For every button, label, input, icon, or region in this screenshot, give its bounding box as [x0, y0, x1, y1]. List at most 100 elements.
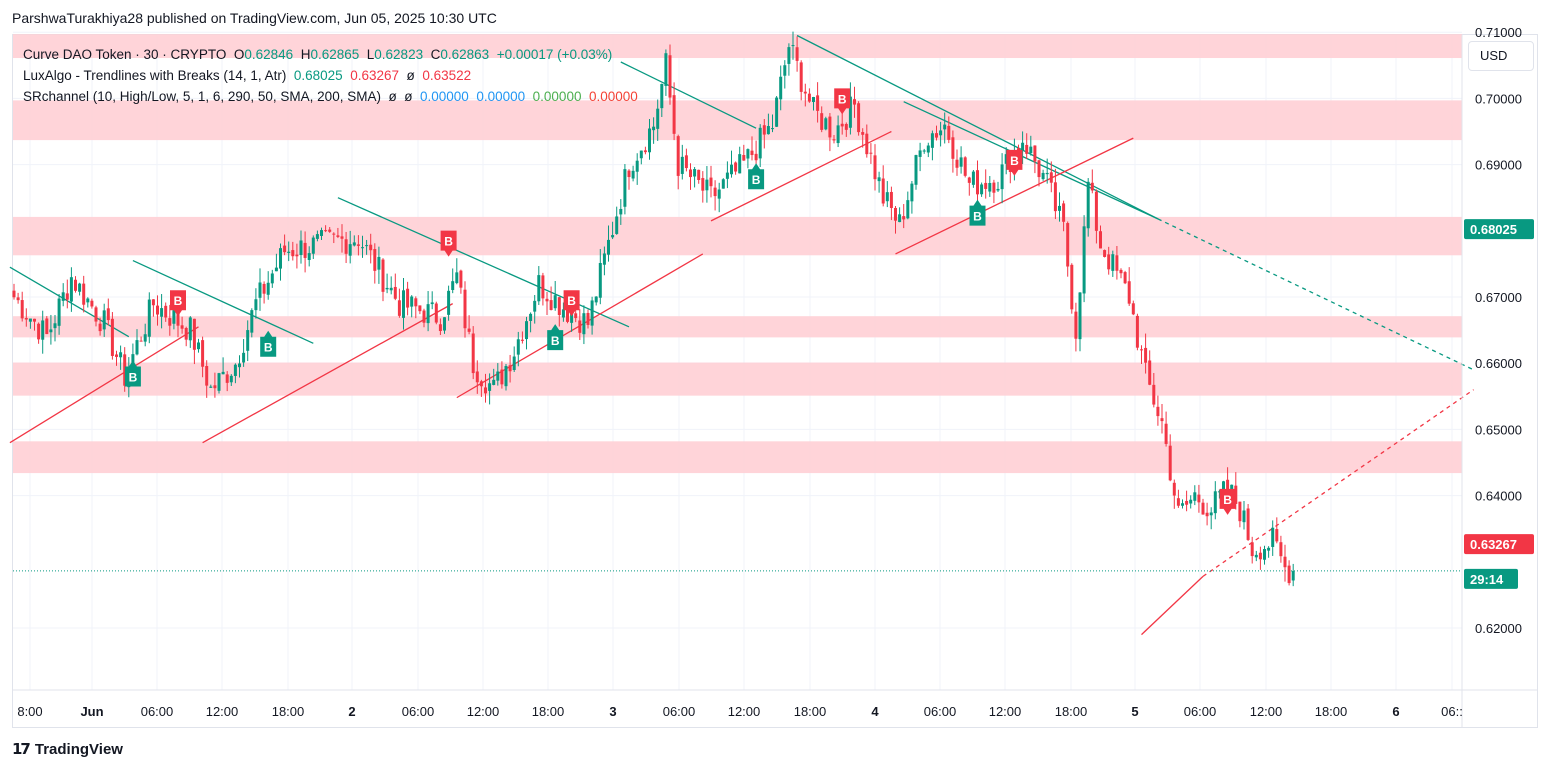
- candle-body: [377, 256, 381, 270]
- candle-body: [188, 317, 192, 341]
- candle-body: [69, 277, 73, 302]
- candle-body: [1213, 491, 1217, 514]
- price-badge-text: 29:14: [1470, 572, 1504, 587]
- candle-body: [1258, 552, 1262, 560]
- legend-luxalgo-row[interactable]: LuxAlgo - Trendlines with Breaks (14, 1,…: [23, 65, 638, 86]
- candle-body: [1131, 303, 1135, 315]
- candle-body: [37, 323, 41, 340]
- candle-body: [1283, 556, 1287, 568]
- candle-body: [213, 385, 217, 389]
- candle-body: [910, 183, 914, 202]
- candle-body: [898, 214, 902, 223]
- candle-body: [65, 293, 69, 300]
- candle-body: [504, 366, 508, 387]
- signal-text: B: [444, 235, 453, 249]
- symbol-name[interactable]: Curve DAO Token · 30 · CRYPTO: [23, 47, 227, 62]
- x-tick-label: 8:00: [17, 704, 42, 719]
- candle-body: [783, 65, 787, 76]
- candle-body: [209, 386, 213, 388]
- candle-body: [623, 169, 627, 207]
- candle-body: [1172, 482, 1176, 496]
- candle-body: [484, 387, 487, 394]
- candle-body: [1029, 146, 1033, 154]
- srchannel-indicator-name[interactable]: SRchannel (10, High/Low, 5, 1, 6, 290, 5…: [23, 89, 381, 104]
- candle-body: [836, 125, 840, 144]
- candle-body: [434, 303, 438, 323]
- candle-body: [496, 371, 500, 381]
- x-tick-label: 18:00: [1055, 704, 1088, 719]
- candle-body: [586, 312, 590, 325]
- sr-zone: [13, 34, 1462, 59]
- x-tick-label: 06:00: [402, 704, 435, 719]
- price-badge-text: 0.68025: [1470, 222, 1517, 237]
- candle-body: [12, 290, 16, 298]
- candle-body: [721, 179, 725, 189]
- legend-srchannel-row[interactable]: SRchannel (10, High/Low, 5, 1, 6, 290, 5…: [23, 86, 638, 107]
- candle-body: [24, 317, 28, 320]
- candle-body: [348, 244, 352, 256]
- candle-body: [320, 230, 323, 236]
- candle-body: [266, 282, 270, 295]
- tradingview-logo-icon: 17: [12, 740, 31, 758]
- luxalgo-indicator-name[interactable]: LuxAlgo - Trendlines with Breaks (14, 1,…: [23, 68, 287, 83]
- candle-body: [192, 318, 196, 350]
- candle-body: [1062, 203, 1066, 222]
- candle-body: [512, 356, 516, 370]
- candle-body: [820, 113, 824, 130]
- candle-body: [853, 99, 856, 105]
- trendline-up: [9, 326, 199, 444]
- srchannel-value-1: 0.00000: [420, 89, 469, 104]
- candle-body: [725, 172, 729, 179]
- candle-body: [315, 234, 319, 239]
- candle-body: [459, 270, 463, 288]
- candle-body: [246, 330, 250, 351]
- tradingview-footer[interactable]: 17 TradingView: [12, 740, 123, 758]
- candle-body: [1053, 182, 1057, 212]
- y-tick-label: 0.69000: [1475, 158, 1522, 173]
- candle-body: [643, 150, 647, 153]
- candle-body: [660, 83, 664, 109]
- candle-body: [1017, 148, 1020, 152]
- candle-body: [594, 296, 598, 303]
- candle-body: [881, 178, 885, 204]
- candle-body: [217, 373, 221, 391]
- x-tick-label: 06:00: [663, 704, 696, 719]
- chart-legend: Curve DAO Token · 30 · CRYPTO O0.62846 H…: [23, 44, 638, 107]
- currency-button[interactable]: USD: [1468, 41, 1534, 71]
- x-tick-label: 6: [1392, 704, 1399, 719]
- price-badge-bg: [1464, 568, 1518, 589]
- candle-body: [607, 239, 610, 255]
- candle-body: [520, 339, 524, 341]
- candle-body: [762, 125, 766, 135]
- trendline-up: [1141, 575, 1204, 636]
- legend-symbol-row[interactable]: Curve DAO Token · 30 · CRYPTO O0.62846 H…: [23, 44, 638, 65]
- candle-body: [1185, 500, 1189, 505]
- trendline-up: [202, 303, 454, 444]
- candle-body: [697, 169, 701, 180]
- x-tick-label: 12:00: [989, 704, 1022, 719]
- countdown-badge: 29:14: [1464, 568, 1518, 589]
- candle-body: [840, 123, 844, 127]
- x-tick-label: 12:00: [206, 704, 239, 719]
- candle-body: [344, 239, 348, 254]
- candle-body: [156, 305, 159, 315]
- candle-body: [951, 137, 955, 159]
- candle-body: [574, 313, 578, 319]
- y-tick-label: 0.65000: [1475, 422, 1522, 437]
- candle-body: [324, 230, 328, 232]
- trendline-up: [710, 130, 892, 222]
- candle-body: [1045, 172, 1049, 175]
- candle-body: [935, 133, 938, 138]
- candle-body: [1234, 485, 1238, 504]
- candle-body: [771, 128, 774, 130]
- candle-body: [418, 305, 422, 312]
- candle-body: [812, 97, 815, 103]
- candle-body: [1267, 547, 1271, 551]
- candle-body: [1246, 508, 1250, 540]
- candle-body: [119, 352, 123, 358]
- candle-body: [303, 242, 307, 258]
- sell-signal: B: [1006, 149, 1023, 176]
- candle-body: [947, 125, 951, 140]
- x-tick-label: 18:00: [794, 704, 827, 719]
